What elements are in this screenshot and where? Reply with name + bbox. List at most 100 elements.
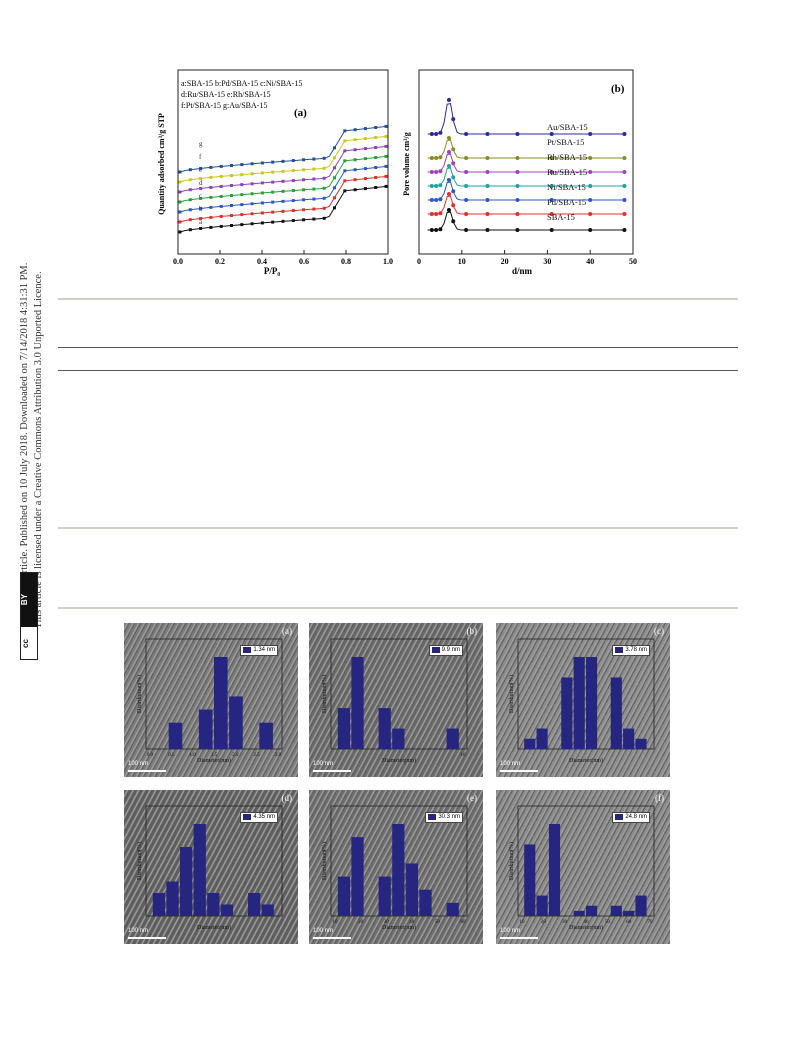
pore-point	[622, 198, 627, 202]
pore-point	[515, 132, 520, 136]
badge-cc-label: cc	[20, 639, 30, 648]
legend-text: 4.35 nm	[253, 814, 275, 820]
histogram-legend: 9.9 nm	[428, 645, 463, 656]
pore-point	[446, 136, 451, 140]
legend-swatch	[431, 647, 440, 653]
curve-letter: a	[199, 218, 203, 226]
isotherm-point	[230, 224, 233, 227]
tem-panel-letter: (c)	[654, 626, 664, 636]
histogram-bar	[261, 904, 274, 916]
pore-point	[446, 98, 451, 102]
histogram-bar	[586, 657, 598, 749]
histogram-legend: 3.78 nm	[612, 645, 650, 656]
histogram-tick-label: 50	[435, 920, 441, 925]
isotherm-point	[199, 166, 203, 170]
pore-point	[451, 147, 456, 152]
x-axis-label-b: d/nm	[512, 266, 533, 276]
pore-point	[515, 184, 520, 188]
histogram-tick-label: 0.0	[147, 753, 154, 758]
pore-point	[622, 228, 627, 232]
pore-point	[451, 175, 456, 180]
series-label: Rh/SBA-15	[547, 152, 587, 162]
isotherm-point	[250, 162, 254, 166]
histogram-y-label: Distribution(%)	[136, 842, 143, 880]
histogram-bar	[220, 904, 234, 916]
isotherm-point	[363, 147, 367, 151]
pore-point	[434, 155, 439, 160]
pore-point	[588, 228, 593, 232]
pore-point	[485, 212, 490, 216]
x-tick-label: 10	[458, 257, 466, 266]
isotherm-point	[353, 138, 357, 142]
isotherm-point	[343, 139, 347, 143]
histogram-bar	[198, 709, 213, 749]
histogram-inset: Distribution(%) Diameter(nm) 10 20 30 40 50 60	[321, 805, 468, 931]
isotherm-point	[230, 184, 233, 187]
isotherm-point	[240, 203, 244, 207]
series-label: Ru/SBA-15	[547, 167, 587, 177]
pore-point	[434, 211, 439, 216]
isotherm-point	[260, 211, 264, 215]
isotherm-point	[188, 168, 192, 172]
legend-swatch	[428, 814, 437, 820]
legend-text: 9.9 nm	[441, 647, 460, 653]
tem-panel-letter: (a)	[282, 626, 292, 636]
pore-point	[588, 156, 593, 160]
pore-point	[434, 131, 439, 136]
pore-point	[485, 132, 490, 136]
scale-bar-label: 100 nm	[313, 761, 334, 767]
tem-panel-letter: (d)	[281, 793, 293, 803]
legend-swatch	[615, 647, 624, 653]
table-rule-2	[58, 370, 738, 371]
pore-point	[438, 211, 443, 216]
isotherm-point	[219, 174, 223, 178]
isotherm-point	[230, 214, 233, 217]
isotherm-point	[322, 206, 326, 210]
histogram-bar	[378, 708, 391, 749]
pore-point	[515, 170, 520, 174]
histogram-bar	[166, 881, 179, 916]
isotherm-point	[302, 198, 306, 202]
isotherm-point	[384, 184, 388, 188]
isotherm-point	[250, 222, 254, 226]
isotherm-point	[199, 196, 203, 200]
isotherm-point	[343, 189, 347, 193]
isotherm-point	[240, 223, 244, 227]
isotherm-point	[178, 170, 182, 174]
histogram-bar	[214, 657, 228, 749]
isotherm-point	[188, 218, 192, 222]
pore-point	[485, 156, 490, 160]
histogram-bar	[392, 824, 405, 916]
histogram-tick-label: 60	[461, 920, 467, 925]
pore-point	[451, 117, 456, 122]
histogram-bar	[351, 837, 364, 916]
x-ticks-b: 0 10 20 30 40 50	[417, 250, 637, 266]
legend-line-2: d:Ru/SBA-15 e:Rh/SBA-15	[181, 90, 271, 99]
cc-by-badge[interactable]: BY cc	[20, 572, 38, 660]
isotherm-point	[302, 178, 306, 182]
pore-point	[434, 227, 439, 232]
isotherm-point	[219, 224, 223, 228]
pore-point	[438, 169, 443, 174]
isotherm-point	[240, 173, 244, 177]
legend-text: 30.3 nm	[438, 814, 460, 820]
isotherm-point	[312, 177, 316, 181]
pore-point	[588, 132, 593, 136]
isotherm-point	[353, 148, 357, 152]
scale-bar: 100 nm	[128, 928, 166, 939]
legend-line-1: a:SBA-15 b:Pd/SBA-15 c:Ni/SBA-15	[181, 79, 302, 88]
isotherm-point	[260, 171, 264, 175]
pore-point	[434, 169, 439, 174]
isotherm-point	[363, 157, 367, 161]
scale-bar: 100 nm	[313, 928, 351, 939]
histogram-bar	[351, 657, 364, 749]
pore-point	[515, 228, 520, 232]
isotherm-point	[188, 228, 192, 232]
isotherm-point	[302, 218, 306, 222]
pore-point	[549, 170, 554, 174]
isotherm-point	[291, 179, 295, 183]
isotherm-point	[384, 154, 388, 158]
isotherm-point	[291, 199, 295, 203]
isotherm-point	[260, 221, 264, 225]
x-tick-label: 0.8	[341, 257, 351, 266]
